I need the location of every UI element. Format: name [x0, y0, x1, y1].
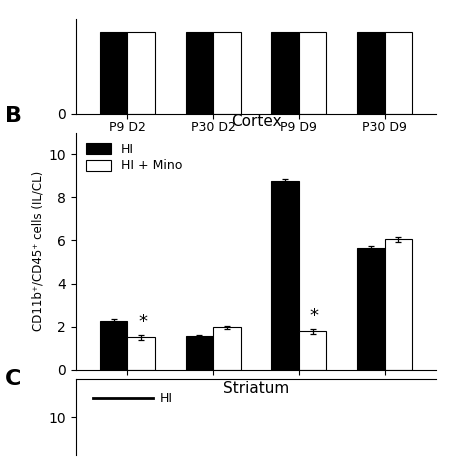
Text: B: B: [5, 106, 22, 126]
Title: Cortex: Cortex: [231, 114, 281, 129]
Text: C: C: [5, 369, 21, 389]
Bar: [299, 331, 326, 370]
Bar: [357, 32, 384, 114]
Bar: [128, 32, 155, 114]
Bar: [100, 32, 128, 114]
Bar: [128, 337, 155, 370]
Text: *: *: [310, 307, 319, 325]
Bar: [213, 32, 240, 114]
Bar: [384, 239, 412, 370]
Text: HI: HI: [160, 392, 173, 405]
Bar: [299, 32, 326, 114]
Bar: [186, 337, 213, 370]
Bar: [272, 181, 299, 370]
Bar: [272, 32, 299, 114]
Legend: HI, HI + Mino: HI, HI + Mino: [82, 139, 186, 176]
Bar: [357, 248, 384, 370]
Bar: [213, 327, 240, 370]
Bar: [186, 32, 213, 114]
Text: *: *: [138, 313, 147, 331]
Bar: [100, 321, 128, 370]
Bar: [384, 32, 412, 114]
Y-axis label: CD11b⁺/CD45⁺ cells (IL/CL): CD11b⁺/CD45⁺ cells (IL/CL): [31, 171, 45, 331]
Text: Striatum: Striatum: [223, 381, 289, 396]
